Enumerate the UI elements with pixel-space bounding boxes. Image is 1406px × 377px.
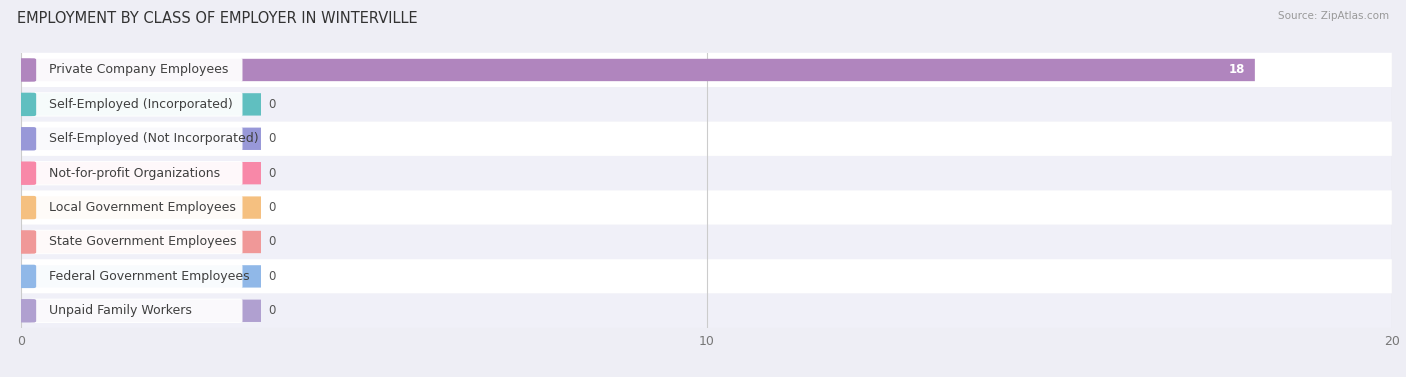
FancyBboxPatch shape: [20, 299, 37, 322]
Text: Local Government Employees: Local Government Employees: [48, 201, 235, 214]
Text: EMPLOYMENT BY CLASS OF EMPLOYER IN WINTERVILLE: EMPLOYMENT BY CLASS OF EMPLOYER IN WINTE…: [17, 11, 418, 26]
FancyBboxPatch shape: [21, 156, 1392, 190]
FancyBboxPatch shape: [20, 196, 37, 219]
Text: 0: 0: [269, 304, 276, 317]
FancyBboxPatch shape: [21, 294, 1392, 328]
FancyBboxPatch shape: [30, 230, 242, 254]
FancyBboxPatch shape: [30, 195, 242, 220]
Text: Unpaid Family Workers: Unpaid Family Workers: [48, 304, 191, 317]
FancyBboxPatch shape: [21, 231, 262, 253]
FancyBboxPatch shape: [20, 161, 37, 185]
FancyBboxPatch shape: [21, 59, 1256, 81]
Text: Federal Government Employees: Federal Government Employees: [48, 270, 249, 283]
Text: 18: 18: [1229, 63, 1244, 77]
FancyBboxPatch shape: [30, 264, 242, 289]
Text: 0: 0: [269, 201, 276, 214]
FancyBboxPatch shape: [21, 196, 262, 219]
FancyBboxPatch shape: [20, 265, 37, 288]
FancyBboxPatch shape: [21, 225, 1392, 259]
Text: Self-Employed (Incorporated): Self-Employed (Incorporated): [48, 98, 232, 111]
FancyBboxPatch shape: [30, 127, 242, 151]
FancyBboxPatch shape: [21, 121, 1392, 156]
FancyBboxPatch shape: [21, 190, 1392, 225]
FancyBboxPatch shape: [20, 127, 37, 150]
Text: Not-for-profit Organizations: Not-for-profit Organizations: [48, 167, 219, 180]
Text: 0: 0: [269, 98, 276, 111]
FancyBboxPatch shape: [21, 259, 1392, 294]
FancyBboxPatch shape: [21, 87, 1392, 121]
FancyBboxPatch shape: [21, 127, 262, 150]
FancyBboxPatch shape: [21, 265, 262, 288]
Text: Self-Employed (Not Incorporated): Self-Employed (Not Incorporated): [48, 132, 259, 145]
Text: State Government Employees: State Government Employees: [48, 236, 236, 248]
Text: 0: 0: [269, 132, 276, 145]
Text: 0: 0: [269, 270, 276, 283]
Text: 0: 0: [269, 167, 276, 180]
FancyBboxPatch shape: [21, 53, 1392, 87]
FancyBboxPatch shape: [21, 162, 262, 184]
FancyBboxPatch shape: [30, 299, 242, 323]
FancyBboxPatch shape: [20, 58, 37, 82]
FancyBboxPatch shape: [30, 161, 242, 185]
Text: 0: 0: [269, 236, 276, 248]
FancyBboxPatch shape: [21, 93, 262, 116]
FancyBboxPatch shape: [20, 93, 37, 116]
FancyBboxPatch shape: [30, 92, 242, 116]
Text: Source: ZipAtlas.com: Source: ZipAtlas.com: [1278, 11, 1389, 21]
FancyBboxPatch shape: [20, 230, 37, 254]
FancyBboxPatch shape: [30, 58, 242, 82]
Text: Private Company Employees: Private Company Employees: [48, 63, 228, 77]
FancyBboxPatch shape: [21, 300, 262, 322]
